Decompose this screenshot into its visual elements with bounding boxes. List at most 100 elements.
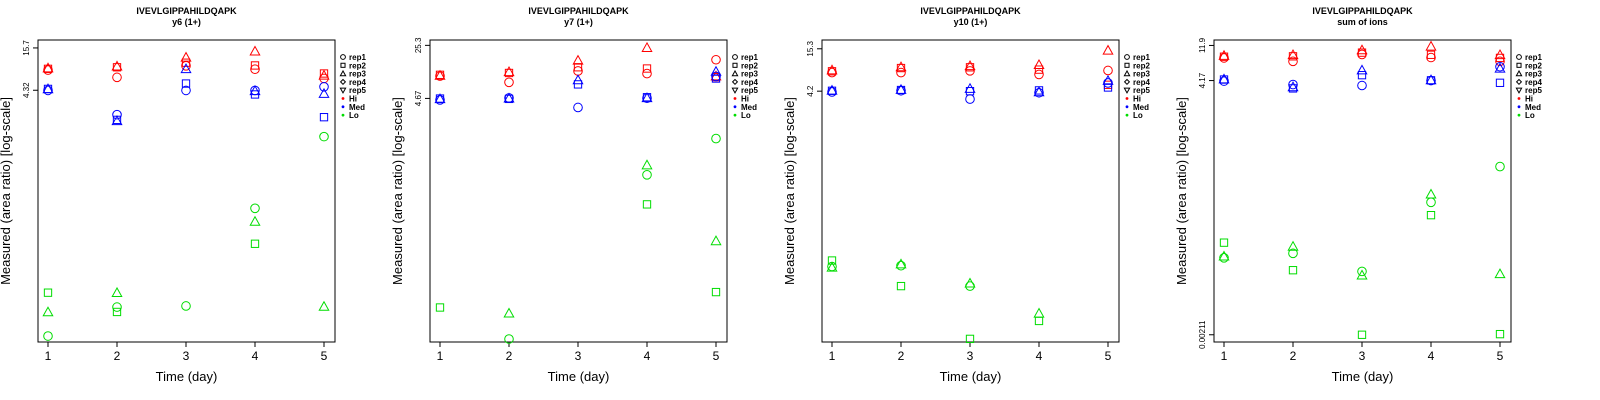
x-tick-label: 2 (114, 349, 121, 363)
legend-marker (732, 54, 738, 60)
legend-label: Hi (1133, 95, 1141, 104)
data-point (1287, 49, 1299, 60)
legend-label: rep5 (741, 86, 758, 95)
data-point (641, 159, 653, 170)
data-point (112, 109, 122, 120)
legend-marker (1515, 69, 1523, 77)
legend-label: rep1 (1133, 53, 1150, 62)
x-tick-label: 2 (898, 349, 905, 363)
legend-label: Hi (349, 95, 357, 104)
data-point (573, 63, 583, 72)
data-point (1103, 65, 1113, 76)
plot-frame (429, 39, 728, 343)
x-tick-label: 1 (1221, 349, 1228, 363)
data-point (896, 281, 906, 291)
data-point (503, 66, 515, 77)
data-point (111, 115, 123, 126)
data-point (1495, 78, 1505, 87)
data-point (503, 92, 515, 103)
chart-title: IVEVLGIPPAHILDQAPK (920, 6, 1021, 16)
data-point (1287, 81, 1299, 92)
y-axis-label: Measured (area ratio) [log-scale] (0, 97, 13, 285)
data-point (711, 71, 721, 82)
data-point (964, 60, 976, 71)
legend-label: rep5 (1525, 86, 1542, 95)
data-point (1426, 197, 1436, 208)
series-med (1218, 61, 1506, 93)
data-point (572, 54, 584, 65)
y-tick-label: 15.3 (806, 40, 815, 56)
data-point (250, 203, 260, 214)
data-point (1218, 73, 1230, 84)
legend-label: Med (1525, 103, 1541, 112)
legend-label: Med (1133, 103, 1149, 112)
data-point (1494, 268, 1506, 279)
legend-label: rep4 (1133, 78, 1150, 87)
data-point (1288, 56, 1298, 67)
data-point (1219, 238, 1229, 247)
data-point (826, 261, 838, 272)
legend-marker (1125, 113, 1129, 117)
data-point (895, 61, 907, 72)
data-point (964, 277, 976, 288)
x-tick-label: 4 (252, 349, 259, 363)
chart-subtitle: y10 (1+) (954, 17, 988, 27)
data-point (435, 71, 445, 81)
data-point (504, 77, 514, 88)
data-point (43, 85, 53, 96)
legend-marker (1517, 113, 1521, 117)
legend-label: Hi (741, 95, 749, 104)
data-point (1288, 248, 1298, 259)
data-point (435, 303, 445, 312)
data-point (895, 258, 907, 269)
data-point (1102, 44, 1114, 55)
x-axis-label: Time (day) (156, 369, 218, 384)
data-point (965, 66, 975, 76)
legend-marker (339, 78, 347, 86)
data-point (43, 288, 53, 297)
y-tick-label: 25.3 (414, 37, 423, 53)
data-point (641, 92, 653, 103)
data-point (504, 334, 514, 344)
chart-subtitle: y7 (1+) (564, 17, 593, 27)
series-med (826, 74, 1114, 104)
y-tick-label: 0.00211 (1198, 320, 1207, 349)
data-point (42, 83, 54, 94)
data-point (434, 69, 446, 80)
legend-marker (1124, 54, 1130, 60)
data-point (180, 63, 192, 74)
legend-marker (733, 97, 737, 100)
data-point (711, 133, 721, 144)
legend-marker (733, 105, 737, 109)
x-tick-label: 5 (1105, 349, 1112, 363)
data-point (1219, 76, 1229, 86)
legend-marker (340, 54, 346, 60)
legend-label: Lo (349, 111, 359, 120)
data-point (965, 94, 975, 104)
data-point (1495, 53, 1505, 63)
series-lo (42, 131, 330, 341)
data-point (827, 87, 837, 97)
chart-subtitle: y6 (1+) (172, 17, 201, 27)
data-point (112, 307, 122, 317)
data-point (1357, 49, 1367, 60)
x-tick-label: 3 (575, 349, 582, 363)
data-point (43, 331, 53, 341)
data-point (826, 84, 838, 95)
y-tick-label: 4.67 (414, 90, 423, 106)
data-point (826, 64, 838, 75)
legend-label: rep4 (741, 78, 758, 87)
data-point (642, 170, 652, 180)
legend-marker (1516, 62, 1522, 68)
data-point (1034, 65, 1044, 74)
legend-marker (339, 69, 347, 77)
data-point (1033, 307, 1045, 318)
legend-marker (1516, 54, 1522, 60)
legend-marker (340, 62, 346, 68)
data-point (111, 286, 123, 297)
